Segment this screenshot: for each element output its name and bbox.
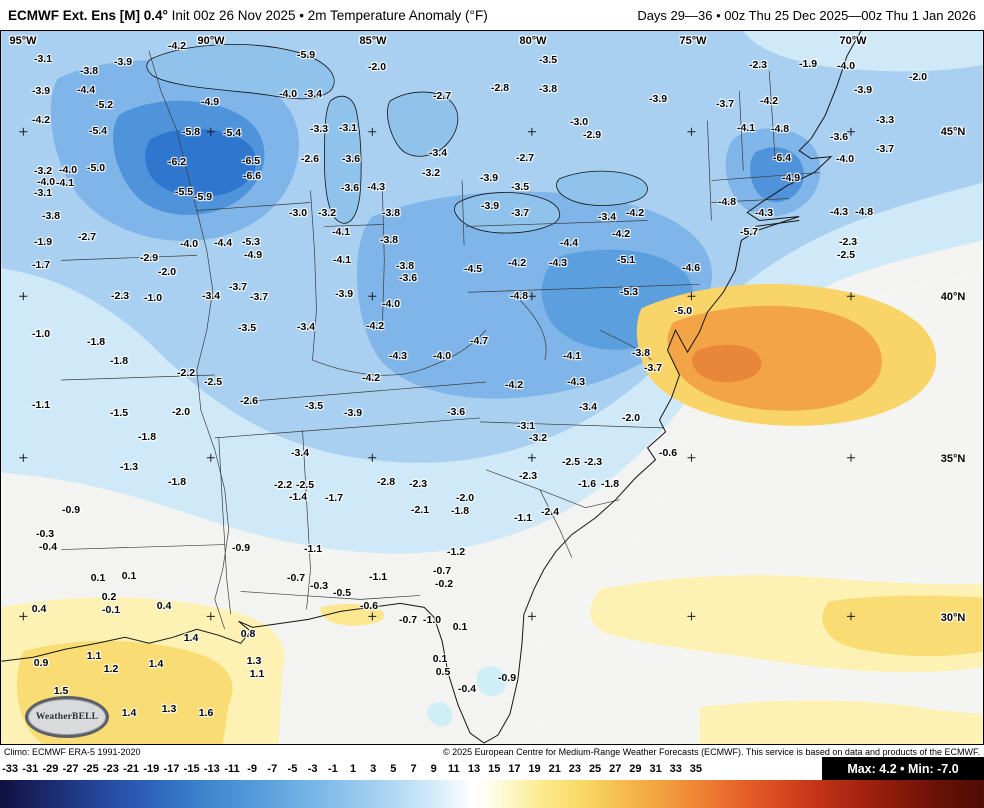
colorbar-tick: 23 — [568, 763, 582, 775]
anomaly-map-svg — [1, 31, 983, 744]
colorbar-tick: 21 — [548, 763, 561, 775]
weatherbell-logo-ellipse: WeatherBELL — [25, 696, 109, 738]
colorbar-tick: -13 — [203, 763, 220, 775]
colorbar-tick: 9 — [430, 763, 437, 775]
header: ECMWF Ext. Ens [M] 0.4° Init 00z 26 Nov … — [0, 0, 984, 30]
colorbar-tick: -31 — [22, 763, 39, 775]
colorbar-tick: -19 — [143, 763, 160, 775]
footer-meta: Climo: ECMWF ERA-5 1991-2020 © 2025 Euro… — [0, 745, 984, 758]
colorbar-gradient — [0, 780, 984, 808]
colorbar-tick: -15 — [183, 763, 200, 775]
colorbar-ticks: -33 -31 -29 -27 -25 -23 -21 -19 -17 -15 -13 -11 -9 -7… — [0, 758, 706, 780]
colorbar-tick: 3 — [370, 763, 377, 775]
colorbar-tick: 7 — [410, 763, 417, 775]
colorbar-tick: 29 — [629, 763, 642, 775]
great-lakes — [146, 44, 648, 234]
colorbar-tick: 35 — [689, 763, 703, 775]
colorbar-tick: 1 — [349, 763, 357, 775]
colorbar-tick: -27 — [62, 763, 79, 775]
colorbar-tick: -3 — [307, 763, 318, 775]
colorbar-tick: -33 — [2, 763, 19, 775]
colorbar-tick: 17 — [508, 763, 521, 775]
copyright-note: © 2025 European Centre for Medium-Range … — [442, 746, 980, 757]
map-area: -3.1 -3.8 -3.9 -4.2 -5.9 -2.0 -3.5 -2.3 -1.9 -4.0… — [0, 30, 984, 745]
colorbar-tick: 27 — [609, 763, 622, 775]
product-init-info: Init 00z 26 Nov 2025 • 2m Temperature An… — [167, 7, 488, 23]
colorbar-tick: -23 — [102, 763, 119, 775]
colorbar-tick: 13 — [467, 763, 481, 775]
colorbar-tick: -11 — [224, 763, 240, 775]
colorbar-tick: 31 — [649, 763, 662, 775]
colorbar-tick: -21 — [123, 763, 140, 775]
colorbar-tick: -1 — [327, 763, 338, 775]
anomaly-shading — [1, 31, 983, 744]
colorbar-tick: 25 — [588, 763, 602, 775]
colorbar-tick: -29 — [42, 763, 59, 775]
colorbar-tick: -25 — [82, 763, 99, 775]
colorbar-tick: 11 — [448, 763, 460, 775]
state-borders — [61, 50, 820, 630]
colorbar-tick: 19 — [528, 763, 541, 775]
weatherbell-logo: WeatherBELL — [25, 695, 109, 739]
colorbar-tick: -17 — [163, 763, 180, 775]
coastline — [1, 31, 862, 744]
max-min-box: Max: 4.2 • Min: -7.0 — [822, 757, 984, 781]
product-title: ECMWF Ext. Ens [M] 0.4° Init 00z 26 Nov … — [8, 8, 488, 23]
colorbar-tick: 15 — [488, 763, 501, 775]
colorbar-tick: 33 — [669, 763, 682, 775]
colorbar-tick: 5 — [390, 763, 397, 775]
weatherbell-logo-text: WeatherBELL — [35, 712, 99, 722]
colorbar-tick: -7 — [267, 763, 278, 775]
colorbar-tick: -5 — [287, 763, 298, 775]
graticule-marks — [19, 127, 855, 621]
climo-note: Climo: ECMWF ERA-5 1991-2020 — [4, 746, 141, 757]
product-name: ECMWF Ext. Ens [M] 0.4° — [8, 7, 168, 23]
valid-range: Days 29—36 • 00z Thu 25 Dec 2025—00z Thu… — [637, 7, 976, 23]
colorbar-tick: -9 — [247, 763, 258, 775]
